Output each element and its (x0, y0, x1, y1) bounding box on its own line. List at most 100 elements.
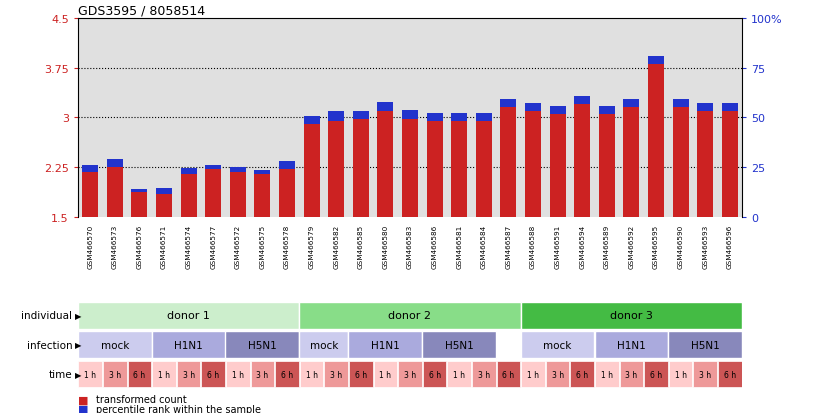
Bar (422, 331, 495, 358)
Bar (475, 114, 491, 121)
Bar (177, 361, 200, 387)
Bar (251, 361, 274, 387)
Text: mock: mock (310, 340, 337, 350)
Text: 6 h: 6 h (133, 370, 145, 379)
Bar (131, 192, 147, 218)
Bar (521, 361, 544, 387)
Bar (668, 361, 691, 387)
Text: 3 h: 3 h (477, 370, 489, 379)
Bar (447, 361, 470, 387)
Text: 6 h: 6 h (355, 370, 366, 379)
Text: ■: ■ (78, 394, 88, 404)
Bar (672, 100, 688, 108)
Text: 1 h: 1 h (674, 370, 686, 379)
Bar (549, 107, 565, 115)
Text: GDS3595 / 8058514: GDS3595 / 8058514 (78, 5, 205, 17)
Text: H5N1: H5N1 (690, 340, 719, 350)
Bar (622, 108, 639, 218)
Bar (300, 361, 323, 387)
Bar (647, 65, 663, 218)
Text: 1 h: 1 h (84, 370, 96, 379)
Text: transformed count: transformed count (96, 394, 187, 404)
Text: mock: mock (101, 340, 129, 350)
Text: 1 h: 1 h (453, 370, 464, 379)
Bar (423, 361, 446, 387)
Bar (152, 331, 225, 358)
Text: 1 h: 1 h (232, 370, 243, 379)
Bar (520, 302, 741, 329)
Text: 3 h: 3 h (256, 370, 268, 379)
Bar (328, 112, 344, 121)
Text: donor 2: donor 2 (388, 311, 431, 320)
Bar (622, 100, 639, 108)
Bar (205, 170, 221, 218)
Bar (254, 171, 270, 175)
Text: 6 h: 6 h (207, 370, 219, 379)
Bar (721, 104, 737, 112)
Bar (373, 361, 396, 387)
Bar (524, 112, 541, 218)
Text: 6 h: 6 h (502, 370, 514, 379)
Bar (79, 361, 102, 387)
Text: 6 h: 6 h (649, 370, 661, 379)
Bar (573, 105, 590, 218)
Bar (278, 162, 295, 170)
Bar (156, 195, 172, 218)
Bar (349, 361, 372, 387)
Bar (598, 107, 614, 115)
Text: 6 h: 6 h (281, 370, 292, 379)
Text: 3 h: 3 h (183, 370, 194, 379)
Bar (644, 361, 667, 387)
Text: mock: mock (543, 340, 571, 350)
Bar (278, 170, 295, 218)
Bar (131, 189, 147, 192)
Bar (696, 112, 713, 218)
Bar (352, 112, 369, 120)
Bar (496, 361, 519, 387)
Text: 1 h: 1 h (305, 370, 317, 379)
Text: 3 h: 3 h (404, 370, 415, 379)
Bar (500, 108, 516, 218)
Bar (229, 173, 246, 218)
Text: 1 h: 1 h (379, 370, 391, 379)
Bar (693, 361, 716, 387)
Bar (303, 125, 319, 218)
Text: 6 h: 6 h (576, 370, 587, 379)
Text: 1 h: 1 h (600, 370, 612, 379)
Bar (721, 112, 737, 218)
Text: ▶: ▶ (75, 340, 82, 349)
Bar (180, 169, 197, 175)
Text: ■: ■ (78, 404, 88, 413)
Bar (201, 361, 224, 387)
Bar (328, 121, 344, 218)
Text: ▶: ▶ (75, 311, 82, 320)
Bar (180, 175, 197, 218)
Text: 6 h: 6 h (428, 370, 440, 379)
Bar (78, 331, 152, 358)
Text: 3 h: 3 h (699, 370, 710, 379)
Bar (152, 361, 175, 387)
Bar (696, 104, 713, 112)
Bar (545, 361, 568, 387)
Bar (106, 168, 123, 218)
Bar (254, 175, 270, 218)
Text: 3 h: 3 h (551, 370, 563, 379)
Text: infection: infection (26, 340, 72, 350)
Bar (229, 168, 246, 173)
Bar (401, 119, 418, 218)
Text: individual: individual (21, 311, 72, 320)
Bar (275, 361, 298, 387)
Bar (324, 361, 347, 387)
Bar (106, 159, 123, 168)
Bar (352, 120, 369, 218)
Bar (78, 302, 299, 329)
Text: 1 h: 1 h (158, 370, 170, 379)
Bar (225, 331, 299, 358)
Bar (647, 57, 663, 65)
Bar (103, 361, 126, 387)
Bar (500, 100, 516, 108)
Bar (524, 104, 541, 112)
Bar (475, 121, 491, 218)
Bar (299, 331, 348, 358)
Bar (573, 97, 590, 105)
